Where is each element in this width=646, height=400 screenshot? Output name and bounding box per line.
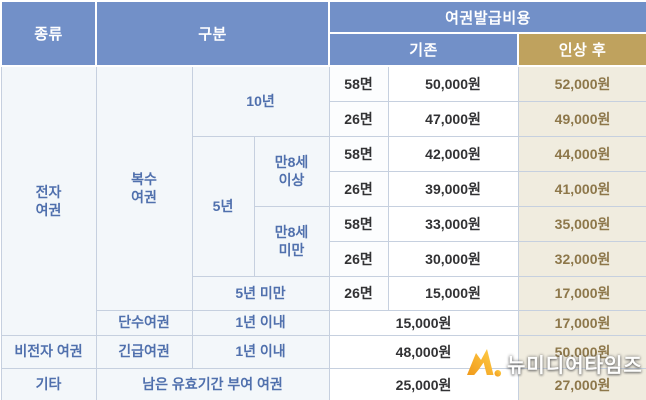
cell-pages: 26면 (328, 100, 389, 137)
cell-age-over8: 만8세 이상 (253, 135, 330, 207)
cell-fee-before: 48,000원 (328, 334, 519, 369)
cell-fee-after: 41,000원 (517, 170, 646, 207)
cell-fee-after: 27,000원 (517, 367, 646, 400)
table-row: 기타 남은 유효기간 부여 여권 25,000원 27,000원 (0, 367, 646, 400)
cell-period-within1y: 1년 이내 (191, 309, 330, 336)
table-row: 5년 만8세 이상 58면 42,000원 44,000원 (1, 135, 646, 277)
cell-pages: 26면 (328, 275, 389, 311)
cell-period-5y: 5년 (191, 135, 255, 277)
cell-category-remaining-validity: 남은 유효기간 부여 여권 (95, 367, 330, 400)
cell-pages: 58면 (328, 205, 389, 242)
cell-age-under8: 만8세 미만 (253, 205, 330, 277)
header-after: 인상 후 (517, 32, 646, 67)
header-type: 종류 (0, 0, 97, 67)
cell-category-single: 단수여권 (95, 309, 193, 336)
cell-fee-after: 52,000원 (517, 65, 646, 102)
table-row: 단수여권 1년 이내 15,000원 17,000원 (1, 309, 646, 336)
table-row: 비전자 여권 긴급여권 1년 이내 48,000원 50,000원 (0, 334, 646, 369)
cell-pages: 26면 (328, 240, 389, 277)
table-row: 26면 30,000원 32,000원 (1, 240, 646, 277)
cell-fee-before: 33,000원 (387, 205, 519, 242)
cell-fee-before: 30,000원 (387, 240, 519, 277)
cell-category-multiple: 복수 여권 (95, 65, 193, 311)
cell-period-within1y: 1년 이내 (191, 334, 330, 369)
cell-fee-after: 35,000원 (517, 205, 646, 242)
cell-pages: 58면 (328, 135, 389, 172)
cell-fee-before: 50,000원 (387, 65, 519, 102)
cell-fee-before: 42,000원 (387, 135, 519, 172)
cell-fee-before: 47,000원 (387, 100, 519, 137)
cell-fee-after: 17,000원 (517, 275, 646, 311)
cell-fee-after: 49,000원 (517, 100, 646, 137)
table-row: 5년 미만 26면 15,000원 17,000원 (1, 275, 646, 311)
header-before: 기존 (328, 32, 520, 67)
cell-fee-after: 32,000원 (517, 240, 646, 277)
cell-fee-before: 15,000원 (328, 309, 519, 336)
header-category: 구분 (94, 0, 331, 67)
cell-pages: 58면 (328, 65, 389, 102)
cell-period-10y: 10년 (191, 65, 330, 137)
table-row: 전자 여권 복수 여권 10년 58면 50,000원 52,000원 (0, 65, 646, 336)
header-cost: 여권발급비용 (328, 0, 646, 34)
cell-category-emergency: 긴급여권 (95, 334, 193, 369)
cell-fee-before: 15,000원 (387, 275, 519, 311)
cell-type-non-electronic: 비전자 여권 (0, 334, 97, 369)
cell-type-etc: 기타 (0, 367, 97, 400)
cell-pages: 26면 (328, 170, 389, 207)
cell-fee-after: 17,000원 (517, 309, 646, 336)
cell-type-electronic: 전자 여권 (0, 65, 97, 336)
cell-fee-after: 44,000원 (517, 135, 646, 172)
cell-period-under5: 5년 미만 (191, 275, 330, 311)
cell-fee-before: 39,000원 (387, 170, 519, 207)
table-row: 26면 39,000원 41,000원 (1, 170, 646, 207)
cell-fee-after: 50,000원 (517, 334, 646, 369)
cell-fee-before: 25,000원 (328, 367, 519, 400)
table-row: 26면 47,000원 49,000원 (1, 100, 646, 137)
